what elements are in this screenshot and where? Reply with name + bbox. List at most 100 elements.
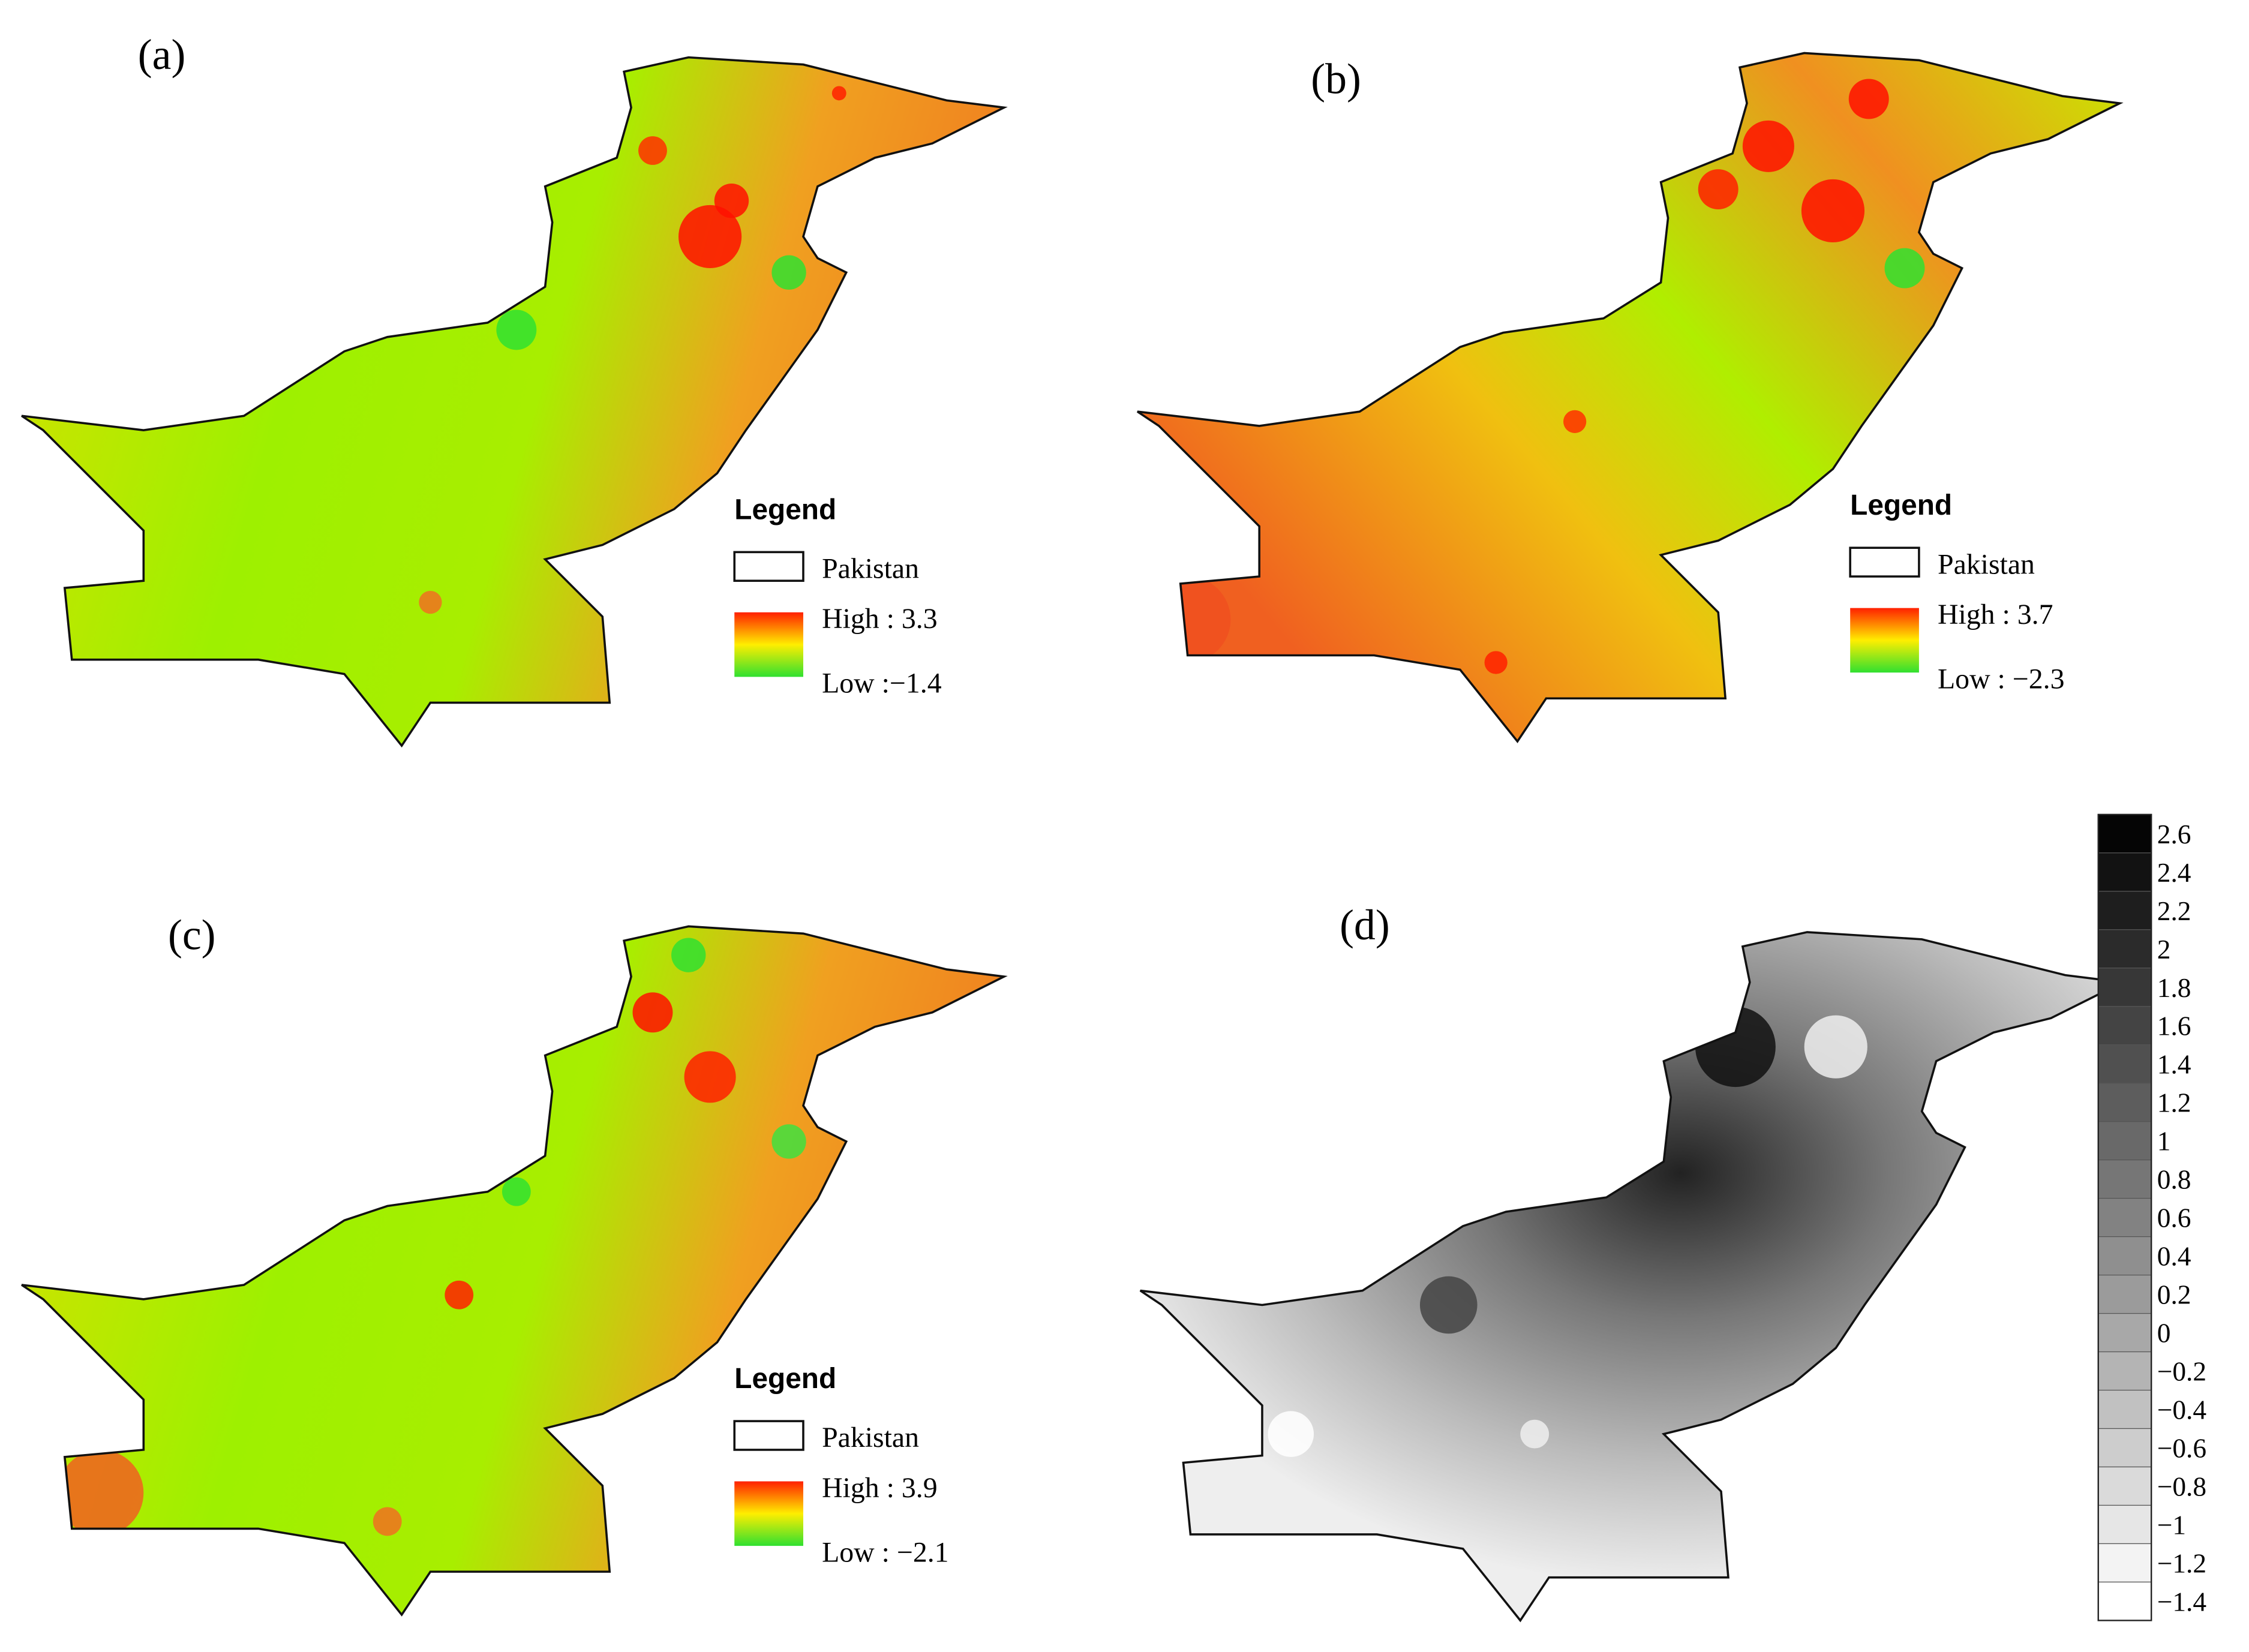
hotspot <box>502 1177 531 1206</box>
legend-low: Low :−1.4 <box>822 668 942 699</box>
colorbar-tick-label: 1.4 <box>2157 1050 2191 1080</box>
legend-title: Legend <box>734 494 836 525</box>
colorbar-tick-label: 1.8 <box>2157 973 2191 1003</box>
hotspot <box>684 1051 736 1103</box>
hotspots <box>1144 79 1925 674</box>
panel-label: (d) <box>1340 901 1390 949</box>
colorbar-band <box>2098 891 2152 930</box>
colorbar-tick-label: −1.4 <box>2157 1587 2206 1617</box>
colorbar-tick-label: −1 <box>2157 1510 2186 1540</box>
colorbar-band <box>2098 1504 2152 1545</box>
hotspot <box>1698 169 1738 210</box>
legend-high: High : 3.7 <box>1938 599 2053 630</box>
legend-ramp <box>734 1481 803 1546</box>
legend-box <box>733 1420 804 1451</box>
country-fill <box>1140 932 2123 1621</box>
colorbar-band <box>2098 1044 2152 1084</box>
hotspot <box>1884 248 1925 289</box>
legend-boundary: Pakistan <box>822 552 919 584</box>
colorbar-tick-label: 2.4 <box>2157 858 2191 888</box>
colorbar-tick-label: 0.4 <box>2157 1242 2191 1272</box>
colorbar-band <box>2098 1121 2152 1161</box>
colorbar-tick-label: 2.2 <box>2157 896 2191 926</box>
panel-label: (b) <box>1311 55 1361 103</box>
colorbar-tick-label: 0.6 <box>2157 1203 2191 1233</box>
hotspot <box>1563 410 1587 433</box>
colorbar-band <box>2098 1466 2152 1506</box>
hotspot <box>1484 651 1508 674</box>
hotspot <box>638 136 667 165</box>
panel-label: (c) <box>168 911 216 959</box>
panel-label: (a) <box>138 31 186 79</box>
hotspot <box>1520 1419 1550 1449</box>
hotspot <box>1804 1015 1867 1079</box>
colorbar-tick-label: −0.6 <box>2157 1434 2206 1464</box>
panel <box>20 56 1005 747</box>
hotspot <box>419 590 442 614</box>
hotspot <box>678 205 742 269</box>
colorbar-band <box>2098 968 2152 1007</box>
hotspot <box>445 1280 474 1309</box>
legend-box <box>1849 546 1920 578</box>
hotspot <box>771 255 806 290</box>
colorbar-band <box>2098 1389 2152 1429</box>
legend-ramp <box>734 612 803 677</box>
hotspot <box>496 310 537 350</box>
colorbar-band <box>2098 814 2152 854</box>
panel <box>1136 52 2121 743</box>
panel <box>1139 931 2124 1622</box>
colorbar-band <box>2098 1160 2152 1199</box>
legend-box <box>733 551 804 582</box>
hotspot <box>831 86 846 101</box>
legend-low: Low : −2.1 <box>822 1536 949 1568</box>
hotspot <box>1419 1276 1478 1334</box>
hotspot <box>373 1507 402 1536</box>
hotspot <box>771 1124 806 1159</box>
colorbar-band <box>2098 929 2152 969</box>
colorbar-tick-label: 2 <box>2157 935 2171 965</box>
colorbar-band <box>2098 1543 2152 1583</box>
legend-high: High : 3.3 <box>822 603 938 635</box>
hotspots <box>57 938 806 1536</box>
legend-ramp <box>1850 608 1919 673</box>
hotspot <box>1801 179 1865 243</box>
colorbar-band <box>2098 1581 2152 1621</box>
colorbar-band <box>2098 1006 2152 1046</box>
colorbar-tick-label: 0.8 <box>2157 1165 2191 1195</box>
colorbar-band <box>2098 1083 2152 1122</box>
legend-title: Legend <box>1850 489 1952 521</box>
colorbar-band <box>2098 1198 2152 1238</box>
colorbar-tick-label: −0.2 <box>2157 1357 2206 1387</box>
colorbar-tick-label: 0.2 <box>2157 1280 2191 1310</box>
hotspot <box>57 1449 144 1536</box>
hotspot <box>1742 120 1794 172</box>
hotspot <box>1695 1007 1776 1088</box>
colorbar-tick-label: 2.6 <box>2157 819 2191 849</box>
hotspot <box>714 184 749 218</box>
country-fill <box>22 926 1004 1615</box>
legend-title: Legend <box>734 1363 836 1395</box>
hotspot <box>671 938 706 972</box>
hotspots <box>419 86 846 614</box>
colorbar-tick-label: −0.8 <box>2157 1471 2206 1501</box>
panel <box>20 925 1005 1616</box>
colorbar-tick-label: 1.6 <box>2157 1011 2191 1041</box>
colorbar-tick-label: −1.2 <box>2157 1548 2206 1578</box>
hotspot <box>1848 79 1889 119</box>
colorbar-band <box>2098 1351 2152 1391</box>
legend-boundary: Pakistan <box>822 1422 919 1453</box>
legend-low: Low : −2.3 <box>1938 663 2065 695</box>
hotspot <box>1268 1411 1314 1457</box>
hotspot <box>632 992 673 1033</box>
country-fill <box>1137 53 2120 741</box>
colorbar-band <box>2098 1236 2152 1276</box>
colorbar-band <box>2098 1312 2152 1353</box>
colorbar-band <box>2098 1275 2152 1314</box>
colorbar-tick-label: −0.4 <box>2157 1395 2206 1425</box>
legend-boundary: Pakistan <box>1938 548 2035 580</box>
colorbar-band <box>2098 852 2152 892</box>
colorbar-tick-label: 1.2 <box>2157 1088 2191 1118</box>
legend-high: High : 3.9 <box>822 1472 938 1504</box>
colorbar-frame <box>2097 813 2152 1621</box>
